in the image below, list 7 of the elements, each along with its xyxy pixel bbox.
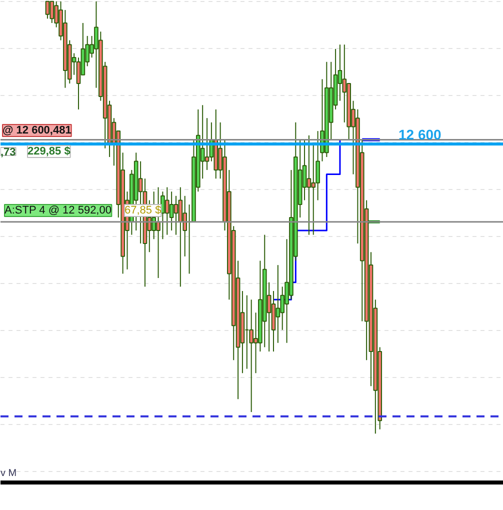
text: v M xyxy=(0,468,17,479)
annotation: @ 12 600,481 xyxy=(2,124,72,136)
annotation: 229,85 $ xyxy=(28,146,70,158)
annotation: A:STP 4 @ 12 592,00 xyxy=(4,204,112,216)
annotation: 67,85 $ xyxy=(124,204,162,216)
text: 12 600 xyxy=(398,126,442,142)
text: ,73 xyxy=(0,146,16,158)
